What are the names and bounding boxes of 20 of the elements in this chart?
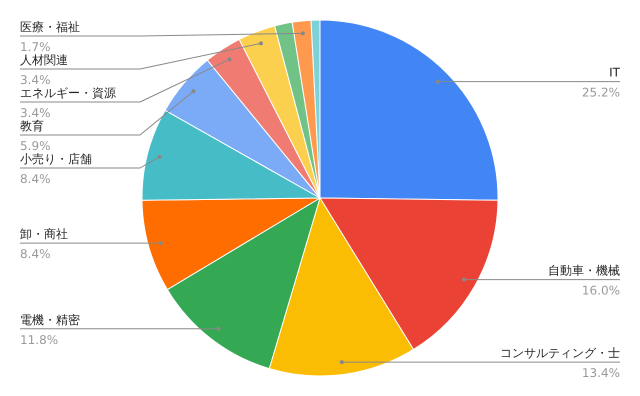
slice-label: コンサルティング・士	[500, 346, 620, 360]
data-label: 1.7%	[20, 40, 50, 54]
slice-label: 卸・商社	[20, 227, 68, 242]
slice-label: 自動車・機械	[548, 264, 620, 278]
slice-label: IT	[609, 66, 621, 80]
data-label: 8.4%	[20, 247, 50, 262]
data-label: 3.4%	[20, 73, 50, 87]
slice-label: 医療・福祉	[20, 20, 80, 34]
data-label: 11.8%	[20, 332, 58, 347]
data-label: 16.0%	[582, 284, 620, 298]
data-label: 3.4%	[20, 106, 50, 120]
data-label: 13.4%	[582, 366, 620, 380]
slice-label: 教育	[20, 119, 44, 133]
slice-label: 人材関連	[20, 53, 68, 67]
slice-label: 小売り・店舗	[20, 152, 92, 166]
slice-label: 電機・精密	[20, 312, 80, 327]
data-label: 25.2%	[582, 86, 620, 100]
data-label: 5.9%	[20, 139, 50, 153]
data-label: 8.4%	[20, 172, 50, 186]
slice-label: エネルギー・資源	[20, 86, 116, 100]
